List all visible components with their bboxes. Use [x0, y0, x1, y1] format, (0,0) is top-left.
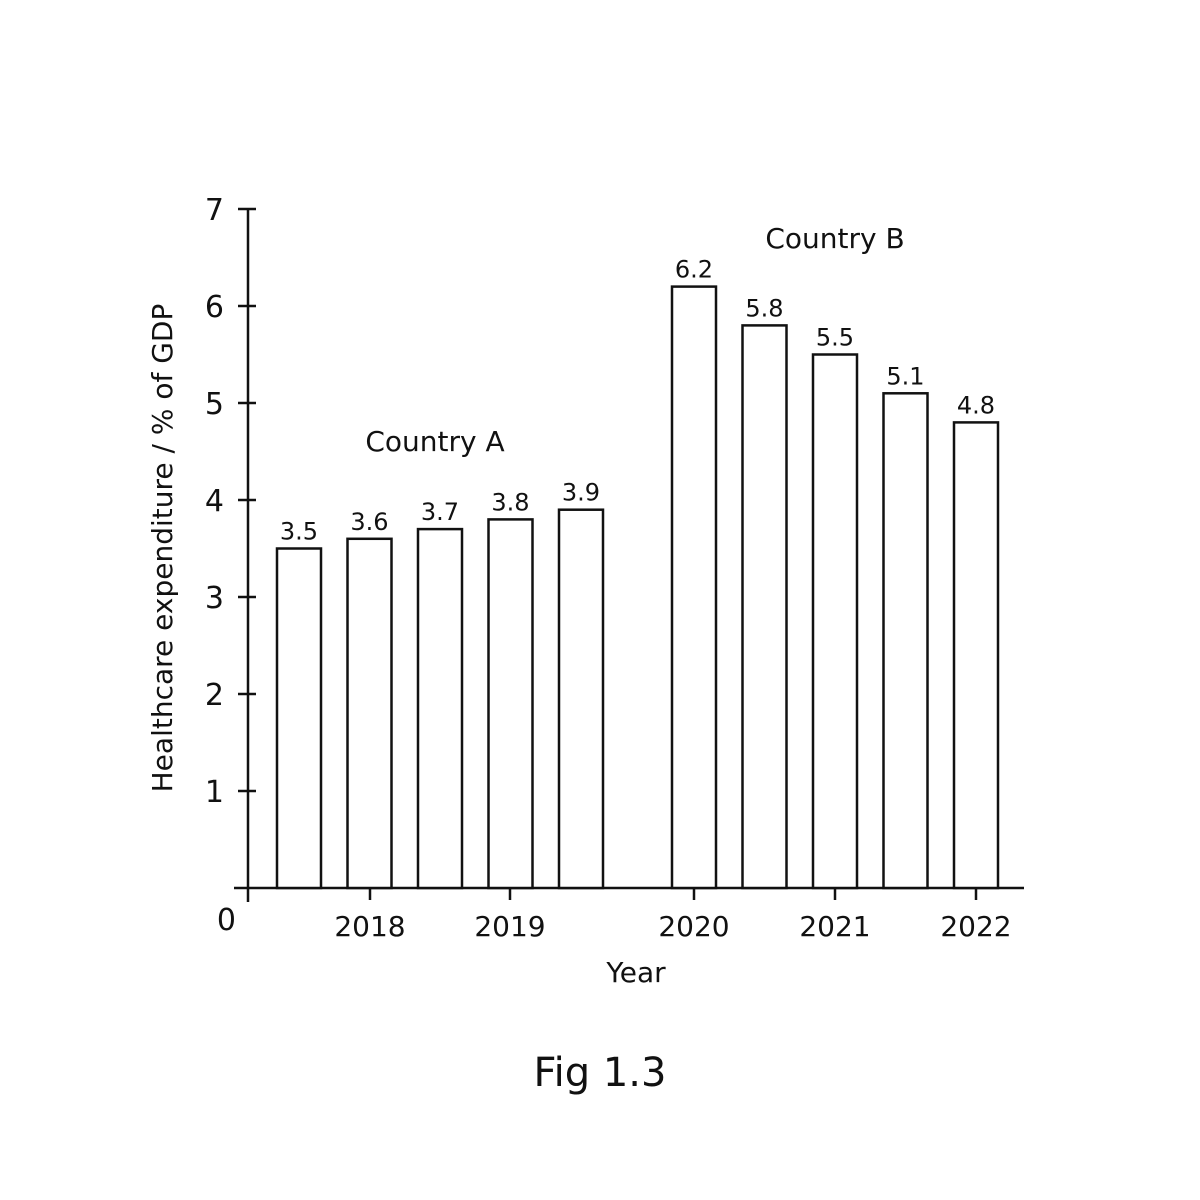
bar-country-b-3: [811, 353, 859, 890]
bar-country-a-1: [275, 547, 323, 890]
data-label-country-b-1: 6.2: [675, 256, 713, 284]
x-tick-label-2021: 2021: [799, 910, 870, 943]
bar-country-a-2: [346, 537, 393, 890]
y-tick-label-2: 2: [205, 678, 224, 713]
x-tick-label-2019: 2019: [474, 910, 545, 943]
bar-country-a-3: [416, 527, 464, 890]
data-labels: 3.5 3.6 3.7 3.8 3.9 6.2 5.8 5.5 5.1 4.8: [280, 256, 995, 546]
y-tick-label-0: 0: [217, 903, 236, 938]
data-label-country-b-2: 5.8: [745, 294, 783, 322]
data-label-country-b-5: 4.8: [957, 391, 995, 419]
group-label-country-b: Country B: [765, 222, 904, 255]
y-tick-label-4: 4: [205, 484, 224, 519]
bars: [275, 285, 1000, 890]
data-label-country-a-2: 3.6: [350, 508, 388, 536]
data-label-country-a-3: 3.7: [421, 498, 459, 526]
bar-country-b-2: [741, 324, 788, 890]
y-ticks: 0 1 2 3 4 5 6 7: [205, 193, 256, 938]
data-label-country-b-3: 5.5: [816, 324, 854, 352]
data-label-country-a-5: 3.9: [562, 479, 600, 507]
group-label-country-a: Country A: [365, 425, 504, 458]
y-tick-label-6: 6: [205, 290, 224, 325]
y-tick-label-7: 7: [205, 193, 224, 228]
data-label-country-b-4: 5.1: [886, 362, 924, 390]
x-tick-label-2022: 2022: [940, 910, 1011, 943]
bar-country-a-5: [557, 508, 605, 890]
y-axis-title: Healthcare expenditure / % of GDP: [146, 304, 179, 793]
bar-country-b-4: [882, 392, 929, 890]
y-tick-label-5: 5: [205, 387, 224, 422]
data-label-country-a-4: 3.8: [491, 488, 529, 516]
bar-country-b-1: [670, 285, 718, 890]
x-axis-title: Year: [605, 956, 666, 989]
x-tick-label-2020: 2020: [658, 910, 729, 943]
y-tick-label-1: 1: [205, 775, 224, 810]
figure-caption: Fig 1.3: [534, 1050, 667, 1096]
bar-country-a-4: [487, 518, 534, 890]
bar-country-b-5: [952, 421, 1000, 890]
data-label-country-a-1: 3.5: [280, 518, 318, 546]
y-tick-label-3: 3: [205, 581, 224, 616]
x-tick-label-2018: 2018: [334, 910, 405, 943]
x-ticks: 2018 2019 2020 2021 2022: [334, 888, 1012, 943]
